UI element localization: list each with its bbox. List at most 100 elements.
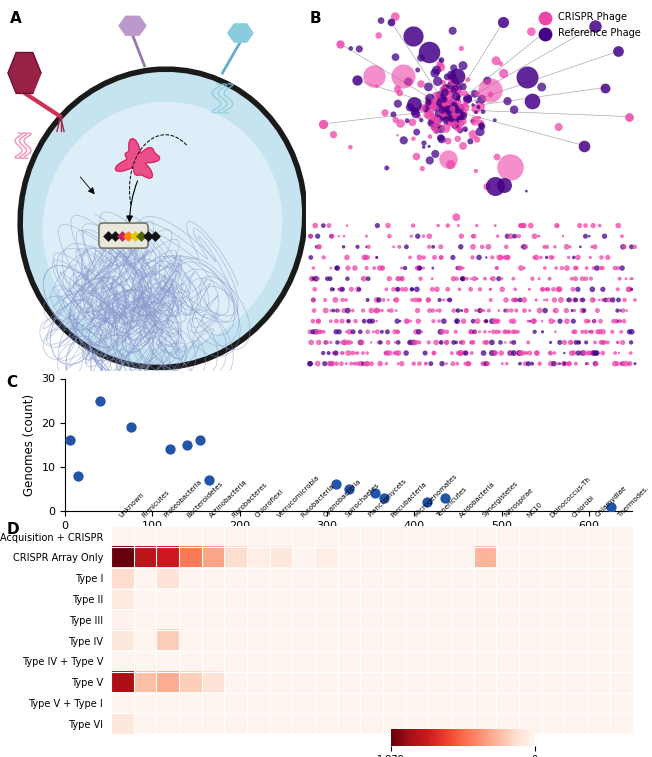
Point: [451, 90, 461, 102]
Point: [337, 347, 348, 359]
Point: [567, 273, 577, 285]
Point: [469, 88, 480, 100]
Point: [429, 347, 439, 359]
Point: [406, 230, 417, 242]
Point: [444, 84, 454, 96]
Point: [428, 304, 438, 316]
Point: [613, 45, 623, 58]
Point: [580, 347, 591, 359]
Point: [619, 315, 629, 327]
Point: [467, 98, 478, 111]
Point: [445, 294, 455, 306]
Point: [341, 294, 351, 306]
Point: [486, 294, 496, 306]
Point: [552, 220, 562, 232]
Point: [520, 241, 531, 253]
Point: [409, 336, 419, 348]
Point: [466, 273, 476, 285]
Point: [454, 110, 465, 122]
Point: [378, 262, 388, 274]
Point: [469, 273, 480, 285]
Point: [326, 357, 336, 369]
Point: [543, 283, 554, 295]
Point: [413, 326, 424, 338]
Point: [449, 76, 459, 89]
Point: [570, 336, 581, 348]
Point: [615, 315, 625, 327]
Point: [623, 283, 634, 295]
Point: [436, 123, 446, 135]
Point: [468, 336, 479, 348]
Point: [359, 273, 369, 285]
Point: [452, 304, 462, 316]
Point: [538, 283, 548, 295]
Point: [421, 92, 432, 104]
Point: [443, 135, 453, 147]
Point: [447, 102, 458, 114]
Point: [346, 42, 356, 55]
Point: [320, 294, 331, 306]
Point: [431, 125, 441, 137]
Point: [434, 315, 444, 327]
Point: [398, 134, 409, 146]
Point: [617, 230, 627, 242]
Point: [447, 103, 457, 115]
Point: [329, 347, 339, 359]
Point: [439, 111, 450, 123]
Point: [439, 86, 450, 98]
Point: [509, 230, 520, 242]
Point: [381, 357, 392, 369]
Point: [359, 315, 369, 327]
Point: [327, 357, 337, 369]
Point: [464, 357, 474, 369]
Point: [438, 106, 449, 118]
Point: [449, 336, 459, 348]
Point: [451, 336, 462, 348]
Point: [562, 357, 572, 369]
Point: [421, 357, 431, 369]
Point: [461, 124, 471, 136]
Point: [456, 304, 467, 316]
Point: [423, 81, 434, 93]
Point: [442, 101, 452, 114]
Point: [577, 326, 587, 338]
Point: [456, 241, 466, 253]
Point: [436, 104, 447, 117]
Point: [492, 151, 502, 163]
Point: [554, 283, 565, 295]
Point: [435, 95, 445, 107]
Point: [589, 315, 599, 327]
Point: [391, 51, 401, 63]
Point: [519, 241, 529, 253]
Point: [463, 357, 473, 369]
Point: [361, 241, 372, 253]
Point: [344, 483, 354, 495]
Point: [437, 357, 447, 369]
Point: [427, 283, 437, 295]
Point: [465, 136, 475, 148]
Point: [528, 315, 539, 327]
Point: [350, 357, 361, 369]
Point: [450, 76, 460, 89]
Point: [508, 273, 518, 285]
Point: [428, 315, 439, 327]
Point: [582, 262, 592, 274]
Point: [553, 357, 563, 369]
Point: [515, 294, 526, 306]
Point: [366, 304, 377, 316]
Point: [443, 220, 453, 232]
Point: [392, 283, 402, 295]
Point: [468, 129, 479, 141]
Point: [436, 61, 446, 73]
Point: [502, 304, 512, 316]
Point: [394, 241, 404, 253]
Point: [340, 336, 350, 348]
Point: [486, 336, 497, 348]
Point: [597, 336, 608, 348]
Point: [338, 336, 349, 348]
Point: [307, 273, 318, 285]
Point: [343, 315, 353, 327]
Point: [479, 347, 489, 359]
Point: [474, 111, 484, 123]
Point: [625, 357, 635, 369]
